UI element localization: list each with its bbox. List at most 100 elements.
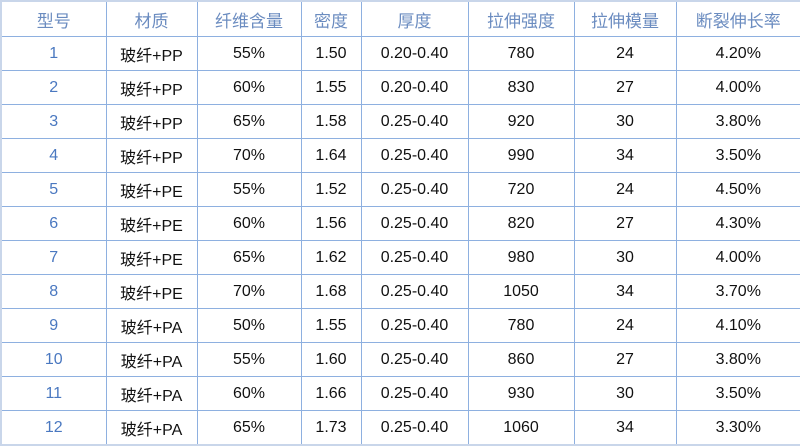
table-cell: 65% (196, 240, 302, 275)
table-cell: 24 (573, 308, 677, 343)
table-cell: 65% (196, 104, 302, 139)
table-cell: 4.50% (675, 172, 800, 207)
table-row: 9 玻纤+PA 50% 1.55 0.25-0.40 780 24 4.10% (0, 308, 800, 343)
table-cell: 3.80% (675, 104, 800, 139)
table-row: 1 玻纤+PP 55% 1.50 0.20-0.40 780 24 4.20% (0, 36, 800, 71)
table-cell: 24 (573, 172, 677, 207)
table-cell: 玻纤+PA (105, 410, 198, 446)
table-cell: 4.20% (675, 36, 800, 71)
table-cell: 1.64 (300, 138, 362, 173)
table-cell: 4.30% (675, 206, 800, 241)
table-cell: 34 (573, 274, 677, 309)
table-cell: 30 (573, 104, 677, 139)
table-row: 8 玻纤+PE 70% 1.68 0.25-0.40 1050 34 3.70% (0, 274, 800, 309)
table-cell: 0.25-0.40 (360, 138, 469, 173)
table-cell: 1.55 (300, 308, 362, 343)
table-cell: 1050 (467, 274, 575, 309)
table-cell: 720 (467, 172, 575, 207)
table-cell: 11 (0, 376, 107, 411)
table-row: 7 玻纤+PE 65% 1.62 0.25-0.40 980 30 4.00% (0, 240, 800, 275)
table-cell: 3 (0, 104, 107, 139)
table-cell: 5 (0, 172, 107, 207)
table-cell: 玻纤+PA (105, 342, 198, 377)
column-header: 密度 (300, 0, 362, 37)
table-cell: 27 (573, 342, 677, 377)
table-cell: 1.50 (300, 36, 362, 71)
table-cell: 780 (467, 308, 575, 343)
table-cell: 4 (0, 138, 107, 173)
table-row: 2 玻纤+PP 60% 1.55 0.20-0.40 830 27 4.00% (0, 70, 800, 105)
table-cell: 70% (196, 274, 302, 309)
table-cell: 60% (196, 70, 302, 105)
table-cell: 玻纤+PP (105, 104, 198, 139)
table-cell: 1.73 (300, 410, 362, 446)
table-row: 3 玻纤+PP 65% 1.58 0.25-0.40 920 30 3.80% (0, 104, 800, 139)
table-cell: 1.52 (300, 172, 362, 207)
table-cell: 820 (467, 206, 575, 241)
table-cell: 70% (196, 138, 302, 173)
table-cell: 30 (573, 240, 677, 275)
table-cell: 1060 (467, 410, 575, 446)
table-cell: 3.70% (675, 274, 800, 309)
table-cell: 0.25-0.40 (360, 274, 469, 309)
column-header: 断裂伸长率 (675, 0, 800, 37)
table-cell: 30 (573, 376, 677, 411)
table-cell: 1.58 (300, 104, 362, 139)
table-cell: 830 (467, 70, 575, 105)
table-cell: 930 (467, 376, 575, 411)
table-cell: 9 (0, 308, 107, 343)
table-row: 6 玻纤+PE 60% 1.56 0.25-0.40 820 27 4.30% (0, 206, 800, 241)
table-cell: 玻纤+PE (105, 206, 198, 241)
table-cell: 27 (573, 206, 677, 241)
table-row: 11 玻纤+PA 60% 1.66 0.25-0.40 930 30 3.50% (0, 376, 800, 411)
table-cell: 0.20-0.40 (360, 70, 469, 105)
table-cell: 玻纤+PE (105, 240, 198, 275)
table-cell: 50% (196, 308, 302, 343)
table-cell: 55% (196, 342, 302, 377)
table-cell: 860 (467, 342, 575, 377)
table-cell: 0.25-0.40 (360, 308, 469, 343)
table-cell: 3.50% (675, 376, 800, 411)
table-cell: 3.50% (675, 138, 800, 173)
table-cell: 0.25-0.40 (360, 104, 469, 139)
table-cell: 27 (573, 70, 677, 105)
table-cell: 1.68 (300, 274, 362, 309)
column-header: 拉伸强度 (467, 0, 575, 37)
table-cell: 1.55 (300, 70, 362, 105)
table-cell: 1.62 (300, 240, 362, 275)
table-cell: 60% (196, 206, 302, 241)
column-header: 材质 (105, 0, 198, 37)
table-cell: 玻纤+PA (105, 376, 198, 411)
table-cell: 1 (0, 36, 107, 71)
table-cell: 780 (467, 36, 575, 71)
table-cell: 60% (196, 376, 302, 411)
table-cell: 玻纤+PE (105, 274, 198, 309)
table-cell: 0.25-0.40 (360, 240, 469, 275)
table-row: 12 玻纤+PA 65% 1.73 0.25-0.40 1060 34 3.30% (0, 410, 800, 446)
table-cell: 12 (0, 410, 107, 446)
table-cell: 980 (467, 240, 575, 275)
table-cell: 0.25-0.40 (360, 172, 469, 207)
table-row: 5 玻纤+PE 55% 1.52 0.25-0.40 720 24 4.50% (0, 172, 800, 207)
table-cell: 1.56 (300, 206, 362, 241)
table-cell: 玻纤+PE (105, 172, 198, 207)
table-cell: 4.10% (675, 308, 800, 343)
table-cell: 3.80% (675, 342, 800, 377)
table-cell: 55% (196, 172, 302, 207)
table-cell: 3.30% (675, 410, 800, 446)
table-cell: 玻纤+PP (105, 70, 198, 105)
table-cell: 4.00% (675, 240, 800, 275)
table-cell: 7 (0, 240, 107, 275)
table-cell: 玻纤+PA (105, 308, 198, 343)
table-cell: 10 (0, 342, 107, 377)
table-cell: 0.25-0.40 (360, 342, 469, 377)
table-row: 4 玻纤+PP 70% 1.64 0.25-0.40 990 34 3.50% (0, 138, 800, 173)
column-header: 纤维含量 (196, 0, 302, 37)
table-cell: 玻纤+PP (105, 138, 198, 173)
table-cell: 1.60 (300, 342, 362, 377)
table-cell: 0.25-0.40 (360, 410, 469, 446)
table-cell: 24 (573, 36, 677, 71)
table-cell: 55% (196, 36, 302, 71)
table-cell: 34 (573, 410, 677, 446)
